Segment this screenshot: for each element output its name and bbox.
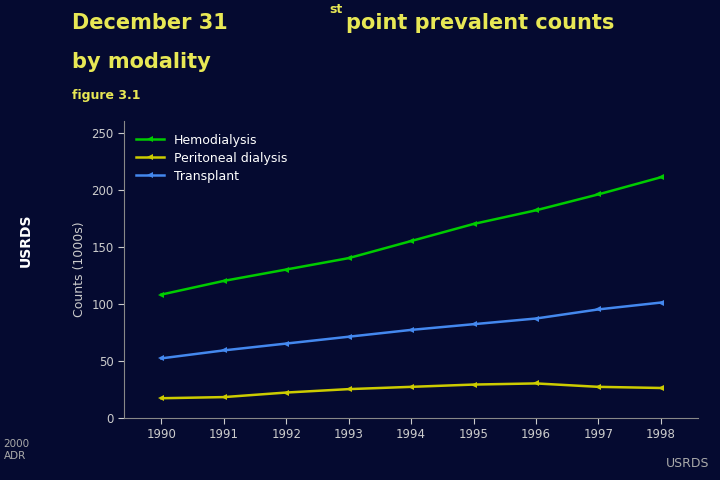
Text: by modality: by modality: [72, 52, 211, 72]
Hemodialysis: [220, 278, 228, 284]
Hemodialysis: [344, 255, 353, 261]
Hemodialysis: [407, 238, 415, 244]
Hemodialysis: [469, 221, 478, 227]
Y-axis label: Counts (1000s): Counts (1000s): [73, 222, 86, 317]
Hemodialysis: [282, 266, 291, 272]
Text: December 31: December 31: [72, 13, 228, 33]
Text: USRDS: USRDS: [666, 457, 709, 470]
Transplant: [407, 327, 415, 333]
Peritoneal dialysis: [469, 382, 478, 387]
Text: point prevalent counts: point prevalent counts: [346, 13, 614, 33]
Peritoneal dialysis: [594, 384, 603, 390]
Peritoneal dialysis: [157, 396, 166, 401]
Hemodialysis: [531, 207, 540, 213]
Line: Hemodialysis: Hemodialysis: [158, 174, 665, 298]
Transplant: [594, 307, 603, 312]
Transplant: [282, 341, 291, 347]
Hemodialysis: [157, 292, 166, 298]
Peritoneal dialysis: [344, 386, 353, 392]
Peritoneal dialysis: [282, 390, 291, 396]
Hemodialysis: [594, 192, 603, 197]
Transplant: [344, 334, 353, 340]
Peritoneal dialysis: [657, 385, 665, 391]
Transplant: [469, 321, 478, 327]
Text: 2000
ADR: 2000 ADR: [4, 439, 30, 461]
Hemodialysis: [657, 174, 665, 180]
Legend: Hemodialysis, Peritoneal dialysis, Transplant: Hemodialysis, Peritoneal dialysis, Trans…: [130, 128, 294, 189]
Peritoneal dialysis: [531, 381, 540, 386]
Line: Peritoneal dialysis: Peritoneal dialysis: [158, 380, 665, 402]
Transplant: [220, 348, 228, 353]
Text: figure 3.1: figure 3.1: [72, 88, 140, 102]
Peritoneal dialysis: [407, 384, 415, 390]
Transplant: [531, 316, 540, 322]
Peritoneal dialysis: [220, 394, 228, 400]
Line: Transplant: Transplant: [158, 299, 665, 362]
Transplant: [157, 356, 166, 361]
Text: st: st: [329, 3, 343, 16]
Text: USRDS: USRDS: [19, 213, 33, 267]
Transplant: [657, 300, 665, 305]
